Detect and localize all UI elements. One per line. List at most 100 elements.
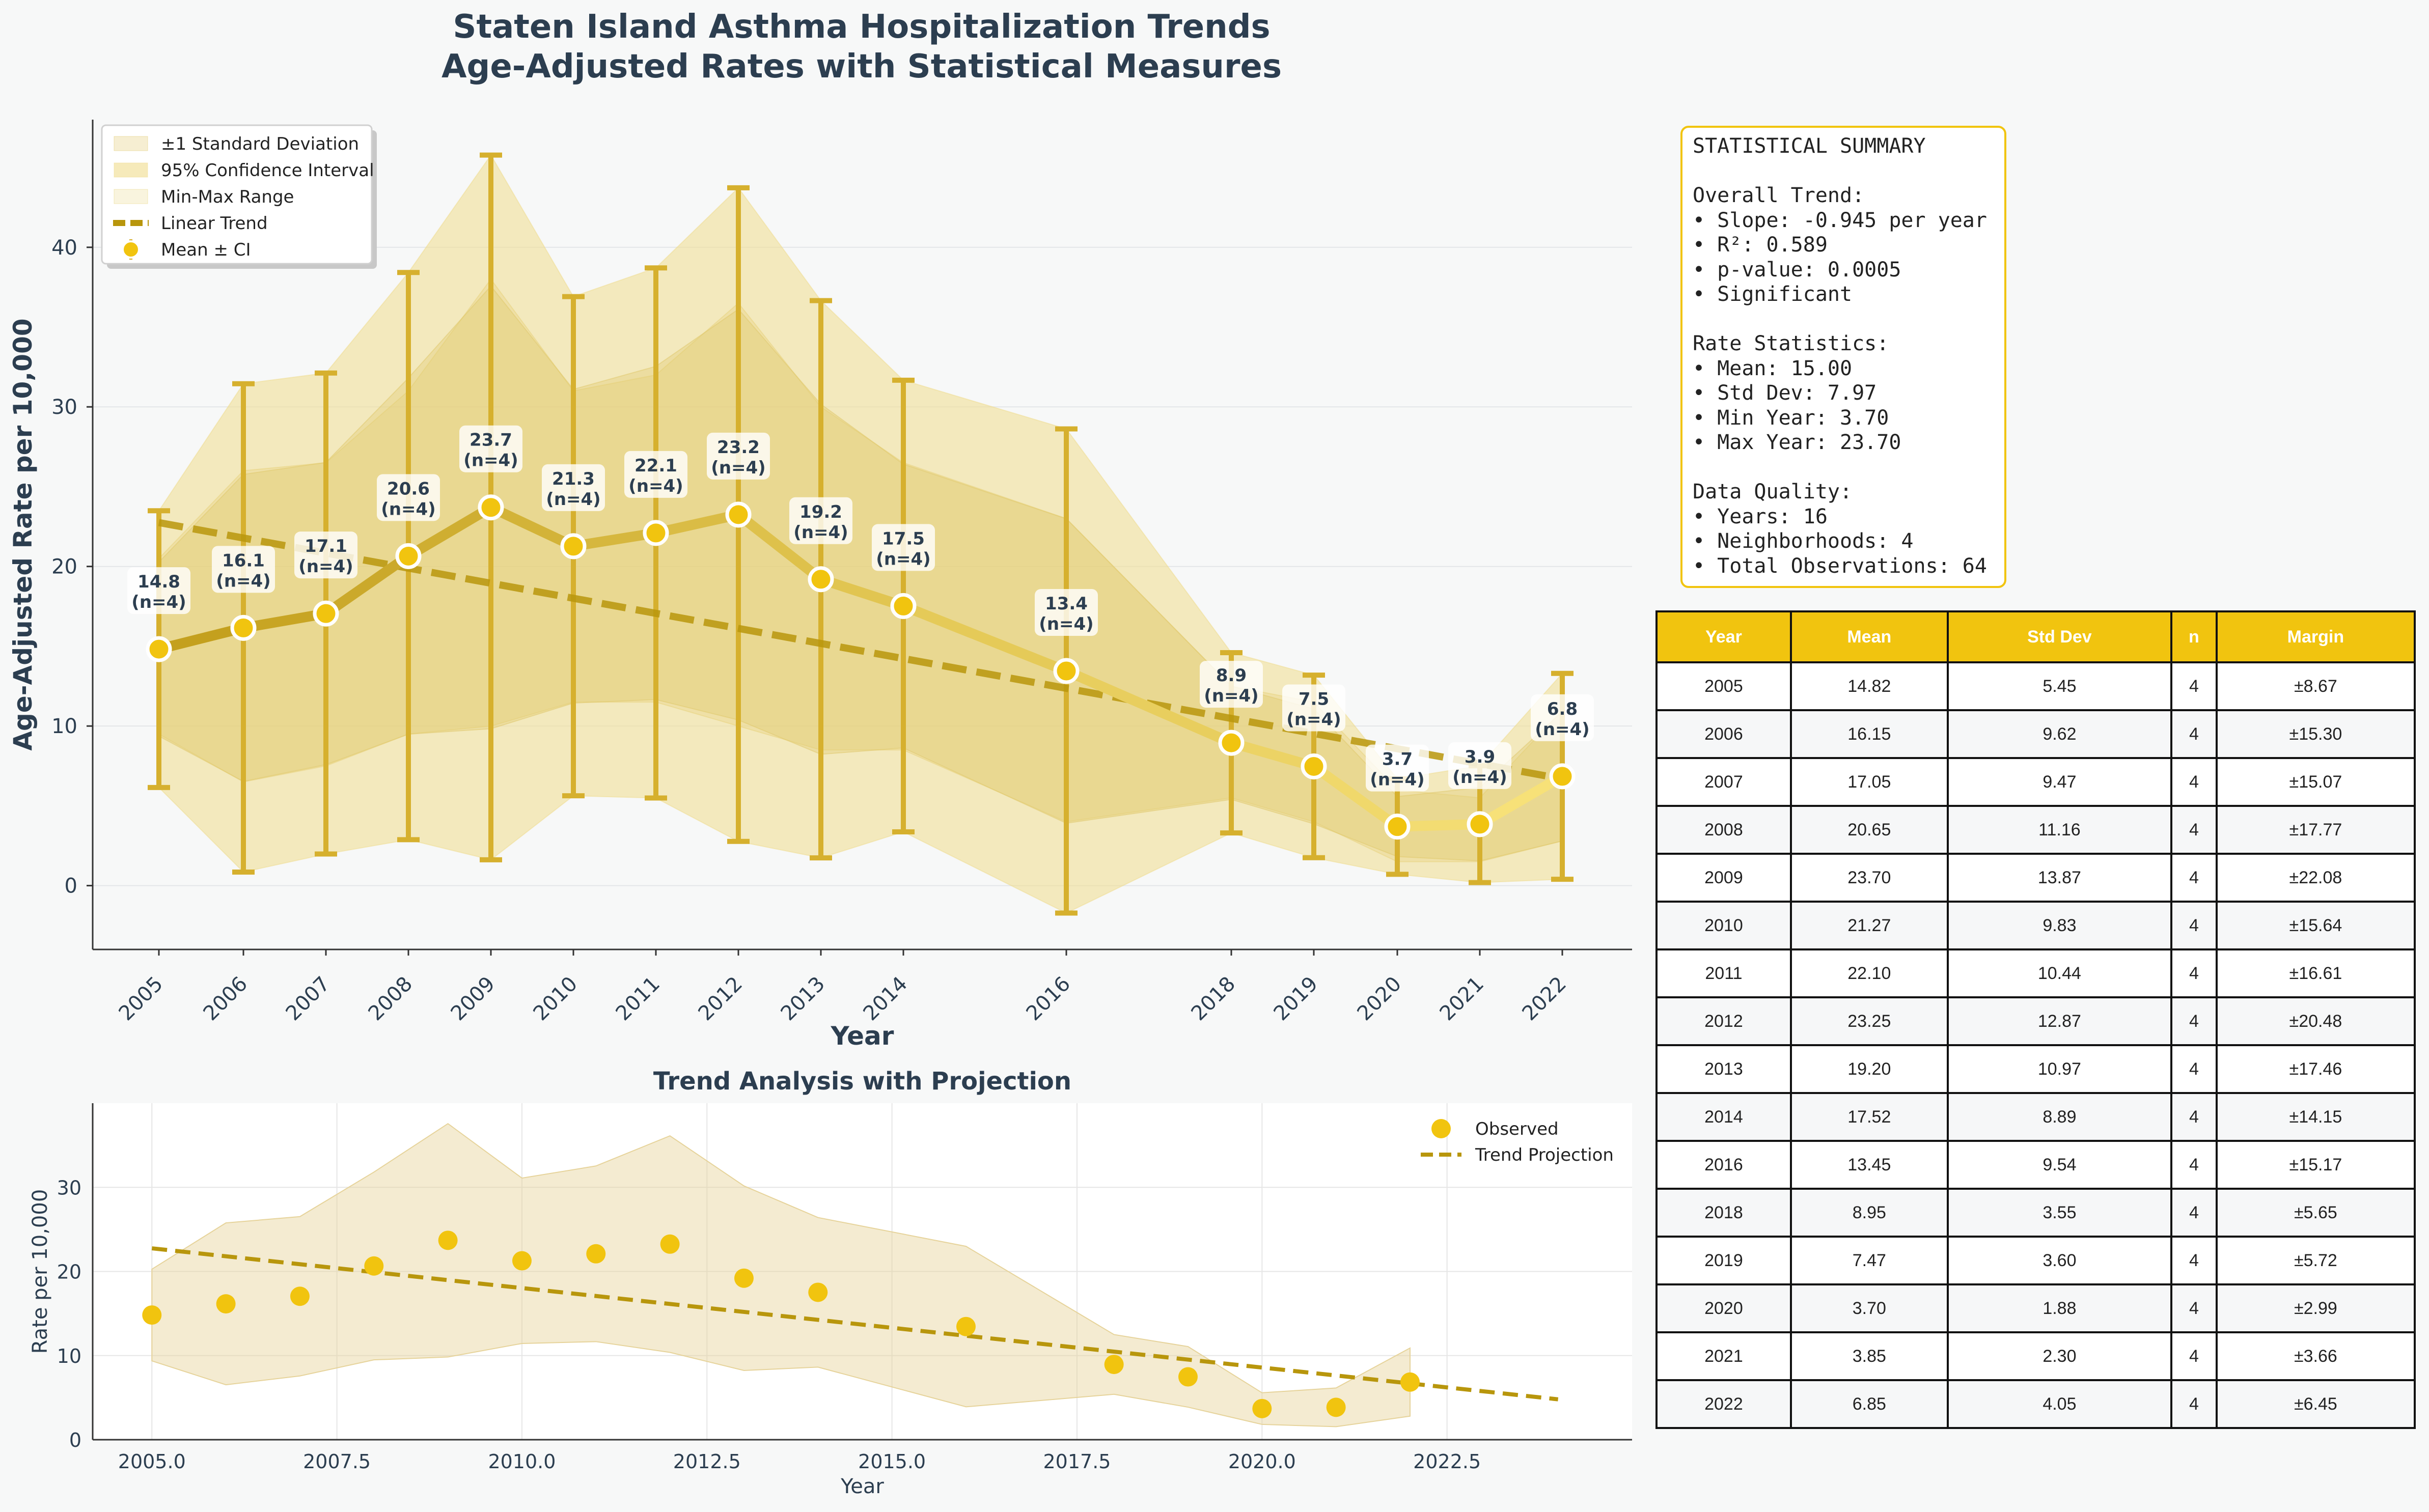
y-tick-label: 20 bbox=[57, 1261, 81, 1283]
table-cell: 9.83 bbox=[1946, 901, 2173, 950]
point-label: 17.5 bbox=[882, 528, 925, 549]
observed-point bbox=[438, 1230, 458, 1250]
mean-line-segment bbox=[1309, 761, 1402, 832]
mean-line-segment bbox=[1226, 738, 1319, 772]
x-tick-label: 2014 bbox=[859, 972, 913, 1026]
main-title: Staten Island Asthma Hospitalization Tre… bbox=[93, 7, 1631, 87]
y-tick-label: 10 bbox=[57, 1345, 81, 1367]
y-tick-label: 10 bbox=[51, 715, 77, 738]
point-label-box bbox=[624, 451, 687, 498]
trend-chart: 0 10 20 30 2005.0 2007.5 2010.0 2012.5 2015.0 201… bbox=[29, 1067, 1632, 1498]
mean-point bbox=[146, 636, 172, 662]
table-cell: 13.87 bbox=[1946, 853, 2173, 903]
point-label-box bbox=[212, 546, 275, 593]
table-cell: 3.55 bbox=[1946, 1188, 2173, 1238]
table-cell: 2018 bbox=[1655, 1188, 1792, 1238]
x-tick-label: 2015.0 bbox=[858, 1450, 926, 1473]
linear-trend-line bbox=[158, 519, 1563, 782]
table-cell: 4 bbox=[2170, 1140, 2218, 1190]
table-cell: 2.30 bbox=[1946, 1331, 2173, 1381]
point-label: 8.9 bbox=[1216, 665, 1247, 686]
table-cell: 7.47 bbox=[1789, 1236, 1949, 1285]
title-line-1: Staten Island Asthma Hospitalization Tre… bbox=[453, 8, 1271, 46]
point-label: 22.1 bbox=[634, 456, 677, 476]
x-tick-label: 2010.0 bbox=[488, 1450, 556, 1473]
mean-line-segment bbox=[568, 527, 661, 551]
table-cell: ±5.72 bbox=[2215, 1236, 2416, 1285]
table-cell: 2013 bbox=[1655, 1044, 1792, 1094]
point-label: 23.7 bbox=[470, 430, 512, 451]
y-tick-label: 30 bbox=[57, 1177, 81, 1199]
trend-chart-title: Trend Analysis with Projection bbox=[653, 1067, 1071, 1096]
x-tick-label: 2005.0 bbox=[118, 1450, 186, 1473]
y-tick-label: 30 bbox=[51, 396, 77, 419]
table-cell: ±16.61 bbox=[2215, 948, 2416, 998]
table-cell: 2008 bbox=[1655, 805, 1792, 855]
table-cell: ±17.77 bbox=[2215, 805, 2416, 855]
point-label: (n=4) bbox=[711, 458, 765, 478]
table-cell: ±5.65 bbox=[2215, 1188, 2416, 1238]
table-cell: 2019 bbox=[1655, 1236, 1792, 1285]
table-cell: 1.88 bbox=[1946, 1283, 2173, 1333]
table-cell: 21.27 bbox=[1789, 901, 1949, 950]
table-header-row: Year Mean Std Dev n Margin bbox=[1655, 610, 2416, 663]
title-line-2: Age-Adjusted Rates with Statistical Meas… bbox=[441, 48, 1282, 86]
table-cell: 3.85 bbox=[1789, 1331, 1949, 1381]
y-tick-label: 0 bbox=[65, 875, 77, 898]
mean-point bbox=[725, 501, 752, 528]
table-cell: 6.85 bbox=[1789, 1379, 1949, 1429]
mean-point bbox=[1549, 763, 1576, 790]
table-cell: ±6.45 bbox=[2215, 1379, 2416, 1429]
table-row: 2011 22.10 10.44 4 ±16.61 bbox=[1655, 948, 2416, 998]
point-label-box bbox=[1448, 742, 1511, 789]
observed-point bbox=[808, 1282, 828, 1302]
table-body: 2005 14.82 5.45 4 ±8.67 2006 16.15 9.62 4 ±15.30 2… bbox=[1655, 661, 2416, 1429]
point-label-box bbox=[542, 464, 605, 511]
table-cell: 2009 bbox=[1655, 853, 1792, 903]
observed-point bbox=[1104, 1355, 1124, 1375]
x-tick-label: 2007.5 bbox=[303, 1450, 371, 1473]
legend-swatch bbox=[114, 189, 148, 204]
mean-point bbox=[1053, 658, 1080, 684]
table-cell: ±17.46 bbox=[2215, 1044, 2416, 1094]
observed-point bbox=[586, 1244, 606, 1264]
statistical-summary-box: STATISTICAL SUMMARY Overall Trend: • Slo… bbox=[1680, 126, 2006, 588]
observed-point bbox=[1252, 1398, 1272, 1418]
x-tick-label: 2011 bbox=[612, 972, 665, 1026]
mean-line-segment bbox=[651, 509, 743, 538]
table-cell: ±8.67 bbox=[2215, 661, 2416, 711]
mean-point bbox=[478, 494, 504, 521]
x-axis-title: Year bbox=[840, 1475, 884, 1498]
table-cell: 5.45 bbox=[1946, 661, 2173, 711]
y-axis-title: Age-Adjusted Rate per 10,000 bbox=[8, 318, 38, 750]
point-label-box bbox=[872, 524, 935, 571]
table-cell: 2014 bbox=[1655, 1092, 1792, 1142]
table-cell: ±15.17 bbox=[2215, 1140, 2416, 1190]
table-cell: 4 bbox=[2170, 661, 2218, 711]
legend-swatch bbox=[114, 162, 148, 178]
x-tick-label: 2008 bbox=[364, 972, 418, 1026]
mean-line-segment bbox=[154, 623, 249, 655]
table-cell: 4 bbox=[2170, 757, 2218, 807]
x-tick-label: 2007 bbox=[282, 972, 335, 1026]
x-tick-label: 2012.5 bbox=[673, 1450, 741, 1473]
table-cell: 4 bbox=[2170, 1283, 2218, 1333]
legend-label: Observed bbox=[1475, 1119, 1559, 1139]
legend-swatch bbox=[1431, 1119, 1451, 1138]
y-tick-label: 0 bbox=[69, 1429, 81, 1451]
x-tick-label: 2012 bbox=[694, 972, 748, 1026]
table-cell: 14.82 bbox=[1789, 661, 1949, 711]
mean-point bbox=[890, 593, 917, 619]
observed-point bbox=[734, 1268, 754, 1288]
table-row: 2014 17.52 8.89 4 ±14.15 bbox=[1655, 1092, 2416, 1142]
legend-label: Mean ± CI bbox=[161, 240, 251, 260]
x-tick-label: 2019 bbox=[1269, 972, 1323, 1026]
table-cell: 17.05 bbox=[1789, 757, 1949, 807]
point-label: (n=4) bbox=[1452, 767, 1507, 788]
table-cell: 2005 bbox=[1655, 661, 1792, 711]
table-cell: 9.62 bbox=[1946, 709, 2173, 759]
mean-point bbox=[1218, 730, 1245, 756]
x-tick-label: 2020.0 bbox=[1228, 1450, 1296, 1473]
table-cell: 20.65 bbox=[1789, 805, 1949, 855]
